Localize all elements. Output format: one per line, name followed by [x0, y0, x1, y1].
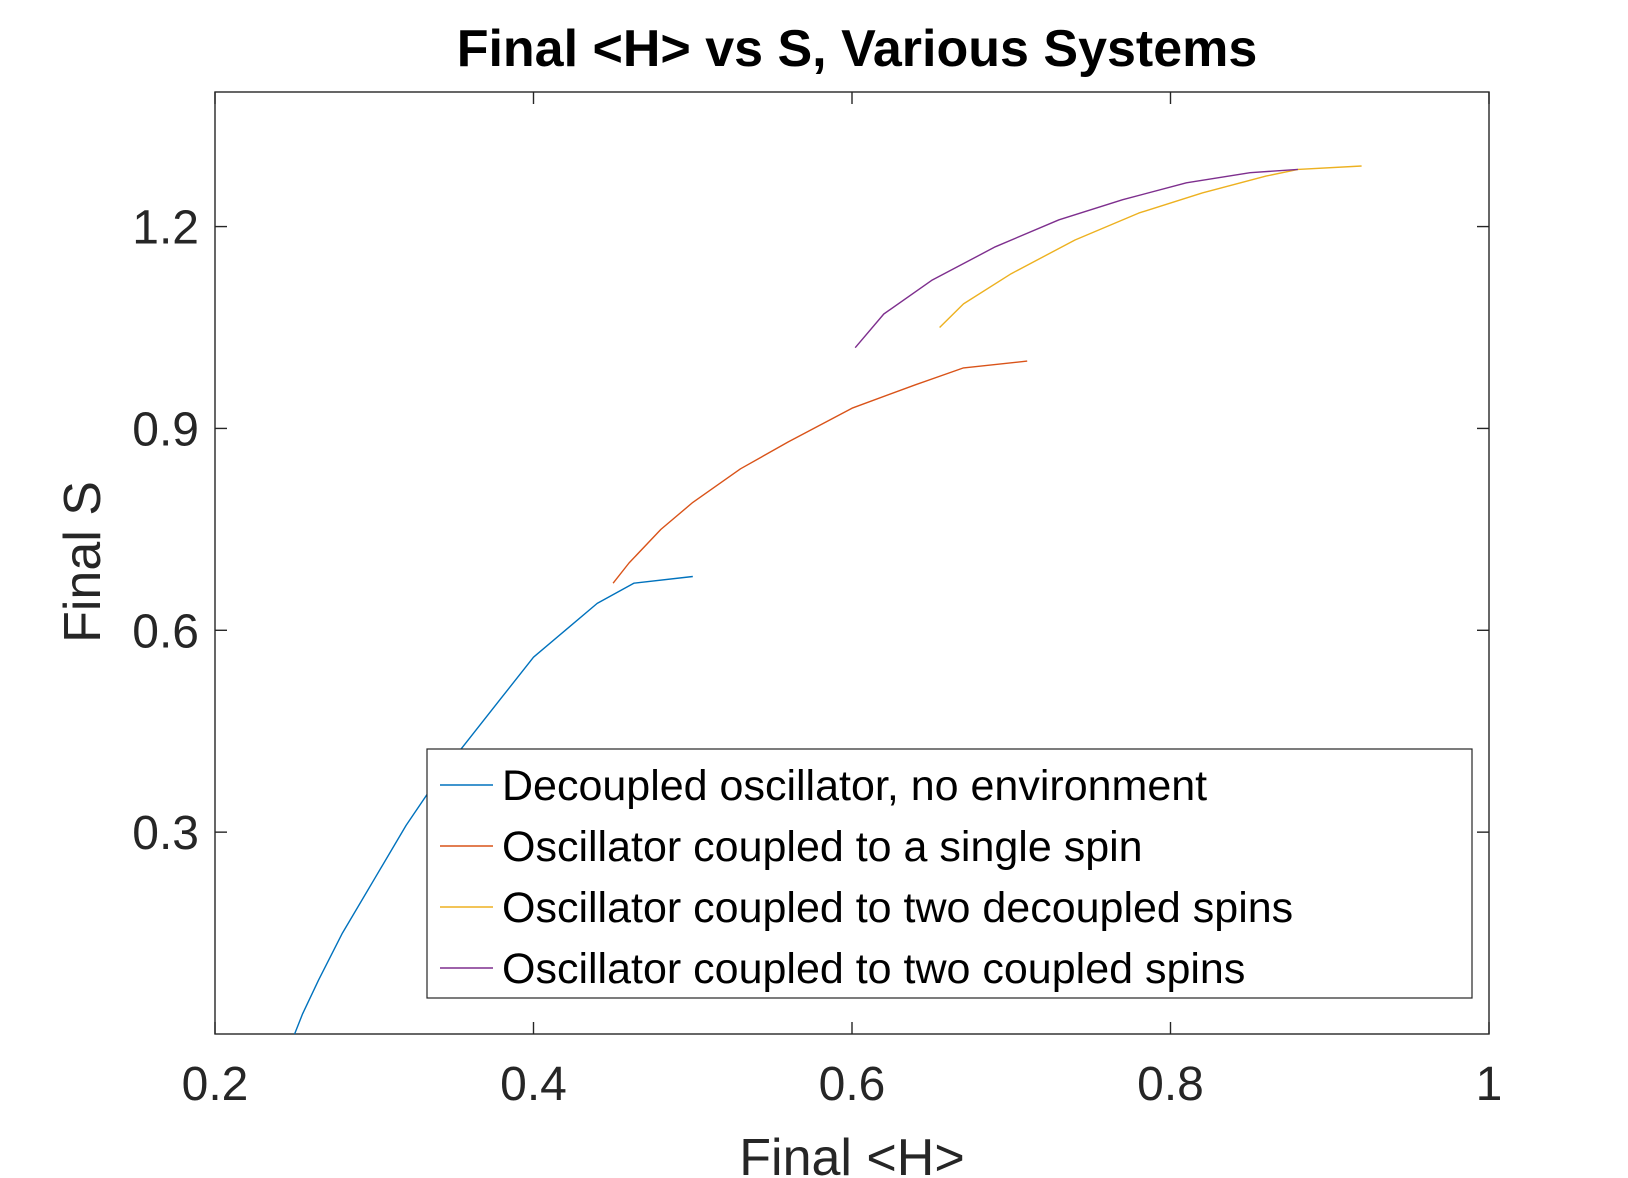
chart-title: Final <H> vs S, Various Systems [457, 20, 1258, 78]
legend-label-2: Oscillator coupled to a single spin [502, 823, 1143, 871]
x-tick-label: 0.4 [500, 1058, 567, 1111]
series-line-4 [854, 168, 1298, 349]
y-tick-label: 0.6 [132, 605, 199, 658]
x-tick-label: 0.6 [819, 1058, 886, 1111]
legend-label-1: Decoupled oscillator, no environment [502, 762, 1207, 810]
y-tick-labels: 0.3 0.6 0.9 1.2 [132, 202, 199, 861]
y-tick-label: 0.3 [132, 807, 199, 860]
legend-box [426, 748, 1473, 999]
series-line-2 [612, 360, 1028, 584]
x-tick-label: 1 [1476, 1058, 1503, 1111]
y-axis-label: Final S [54, 481, 112, 643]
legend-label-4: Oscillator coupled to two coupled spins [502, 945, 1245, 993]
y-tick-label: 1.2 [132, 202, 199, 255]
y-tick-label: 0.9 [132, 403, 199, 456]
axis-ticks [214, 92, 1490, 1034]
legend-items: Decoupled oscillator, no environment Osci… [440, 762, 1293, 993]
x-tick-label: 0.2 [182, 1058, 249, 1111]
legend-label-3: Oscillator coupled to two decoupled spin… [502, 884, 1293, 932]
legend: Decoupled oscillator, no environment Osci… [426, 748, 1473, 999]
x-tick-label: 0.8 [1137, 1058, 1204, 1111]
x-tick-labels: 0.2 0.4 0.6 0.8 1 [182, 1058, 1503, 1111]
x-axis-label: Final <H> [739, 1129, 964, 1178]
series-line-3 [939, 165, 1362, 328]
